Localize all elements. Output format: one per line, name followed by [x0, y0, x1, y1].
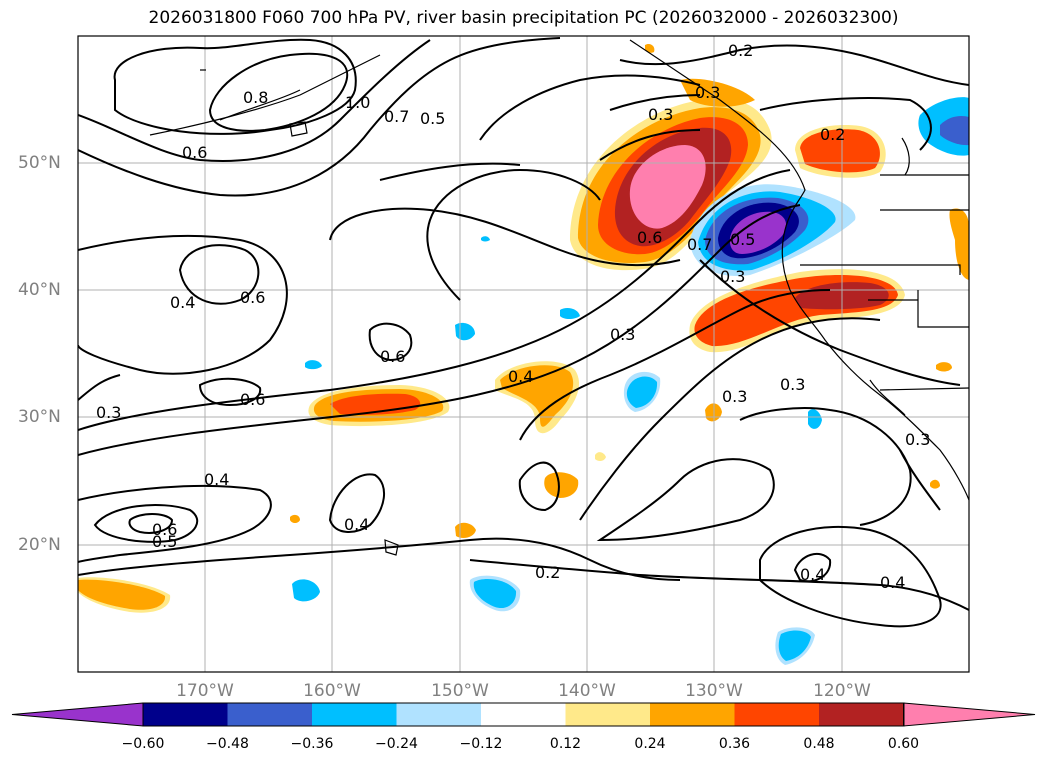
- lat-label-30n: 30°N: [18, 407, 61, 427]
- map-frame: [77, 35, 970, 673]
- contour-label: 0.3: [722, 387, 747, 406]
- map-title: 2026031800 F060 700 hPa PV, river basin …: [148, 8, 899, 28]
- precip-shading: [78, 43, 969, 665]
- pv-contours: [78, 37, 969, 628]
- contour-label: 0.5: [730, 230, 755, 249]
- contour-label: 0.6: [380, 347, 405, 366]
- colorbar-tick-label: −0.12: [459, 736, 503, 752]
- lon-label-120w: 120°W: [813, 681, 871, 701]
- colorbar-tick-label: −0.24: [375, 736, 418, 752]
- contour-label: 1.0: [345, 93, 370, 112]
- lon-label-150w: 150°W: [431, 681, 489, 701]
- contour-label: 0.7: [687, 235, 712, 254]
- contour-label: 0.6: [240, 390, 265, 409]
- colorbar-tick-label: 0.12: [549, 736, 582, 752]
- contour-label: 0.6: [637, 228, 662, 247]
- contour-label: 0.3: [780, 375, 805, 394]
- contour-label: 0.5: [152, 532, 177, 551]
- contour-label: 0.3: [648, 105, 673, 124]
- colorbar-tick-label: −0.48: [206, 736, 249, 752]
- lon-label-160w: 160°W: [303, 681, 361, 701]
- colorbar-box: [143, 703, 228, 726]
- contour-label: 0.2: [728, 41, 753, 60]
- contour-label: 0.4: [344, 515, 369, 534]
- contour-label: 0.3: [96, 403, 121, 422]
- colorbar-box: [481, 703, 566, 726]
- colorbar-tick-label: 0.24: [634, 736, 666, 752]
- contour-label: 0.6: [182, 143, 207, 162]
- colorbar-box: [312, 703, 397, 726]
- contour-label: 0.7: [384, 107, 409, 126]
- lon-label-140w: 140°W: [558, 681, 616, 701]
- colorbar-extend-high: [903, 702, 1036, 727]
- colorbar-box: [565, 703, 651, 726]
- colorbar-box: [227, 703, 313, 726]
- lat-label-20n: 20°N: [18, 535, 61, 555]
- coastlines: [149, 39, 969, 556]
- colorbar-box: [734, 703, 820, 726]
- colorbar-box: [650, 703, 735, 726]
- colorbar-tick-label: 0.36: [718, 736, 751, 752]
- lon-label-130w: 130°W: [685, 681, 743, 701]
- contour-label: 0.3: [695, 83, 720, 102]
- contour-label: 0.8: [243, 88, 268, 107]
- colorbar-extend-low: [11, 702, 144, 727]
- colorbar-box: [396, 703, 482, 726]
- contour-label: 0.4: [508, 367, 533, 386]
- contour-label: 0.4: [880, 573, 905, 592]
- colorbar-tick-label: 0.48: [803, 736, 835, 752]
- contour-label: 0.6: [240, 288, 265, 307]
- contour-label: 0.5: [420, 109, 445, 128]
- lon-label-170w: 170°W: [176, 681, 234, 701]
- colorbar-frame: [142, 702, 905, 727]
- contour-label: 0.6: [152, 520, 177, 539]
- contour-label: 0.3: [905, 430, 930, 449]
- contour-label: 0.2: [820, 125, 845, 144]
- colorbar-tick-label: −0.60: [121, 736, 165, 752]
- colorbar-tick-label: 0.60: [887, 736, 920, 752]
- colorbar-box: [819, 703, 904, 726]
- contour-label: 0.4: [800, 565, 825, 584]
- contour-labels: 0.2 0.8 1.0 0.7 0.5 0.6 0.3 0.4 0.6 0.3 …: [96, 41, 930, 592]
- contour-label: 0.4: [204, 470, 229, 489]
- contour-label: 0.3: [720, 267, 745, 286]
- contour-label: 0.3: [610, 325, 635, 344]
- lat-label-50n: 50°N: [18, 153, 61, 173]
- lat-label-40n: 40°N: [18, 280, 61, 300]
- colorbar-tick-label: −0.36: [290, 736, 334, 752]
- contour-label: 0.2: [535, 563, 560, 582]
- contour-label: 0.4: [170, 293, 195, 312]
